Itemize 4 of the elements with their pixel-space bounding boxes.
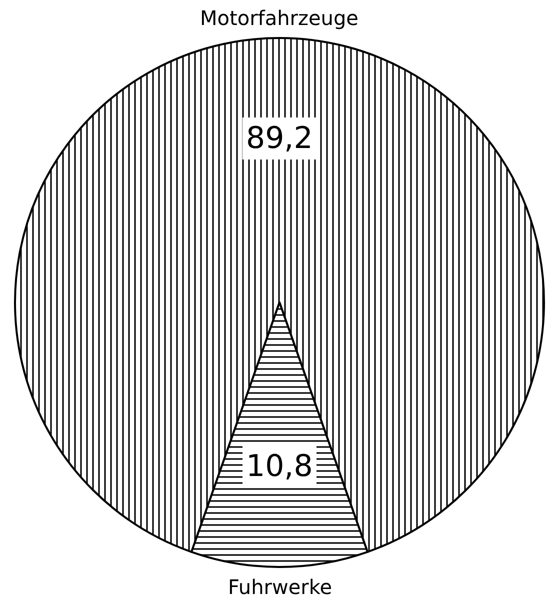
slice-label: Motorfahrzeuge bbox=[200, 6, 358, 30]
slice-label: Fuhrwerke bbox=[228, 575, 332, 599]
data-label: 10,8 bbox=[246, 449, 313, 484]
data-label: 89,2 bbox=[246, 121, 313, 156]
